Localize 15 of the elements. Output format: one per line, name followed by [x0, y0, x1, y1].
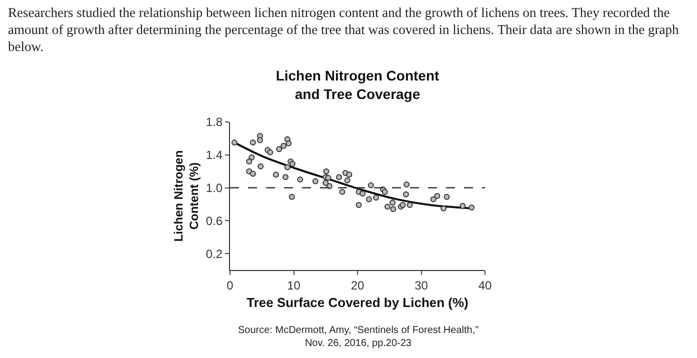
x-tick-label: 20 [350, 278, 364, 292]
text: Researchers studied the relationship between lichen nitrogen content and the growth of lichens on trees. They recorded the amount of growth after determining the percentage of the tree that was covered in lichens. Their data are shown in the graph below. [8, 4, 680, 55]
y-axis-title: Lichen Nitrogen Content (%) [172, 150, 202, 242]
x-tick-label: 40 [478, 278, 492, 292]
x-tick-label: 0 [226, 278, 234, 292]
y-tick-label: 1.4 [206, 148, 223, 162]
chart-title: Lichen Nitrogen Content and Tree Coverage [276, 68, 440, 102]
y-tick-label: 1.8 [206, 115, 223, 130]
x-axis-title: Tree Surface Covered by Lichen (%) [246, 295, 468, 310]
y-tick-label: 0.2 [206, 246, 223, 261]
source-note: Source: McDermott, Amy, “Sentinels of Forest Health,” Nov. 26, 2016, pp.20-23 [238, 325, 478, 349]
y-tick-label: 0.6 [206, 214, 223, 228]
y-tick-label: 1.0 [206, 180, 223, 195]
x-tick-label: 30 [414, 278, 428, 292]
x-tick-label: 10 [287, 278, 301, 292]
